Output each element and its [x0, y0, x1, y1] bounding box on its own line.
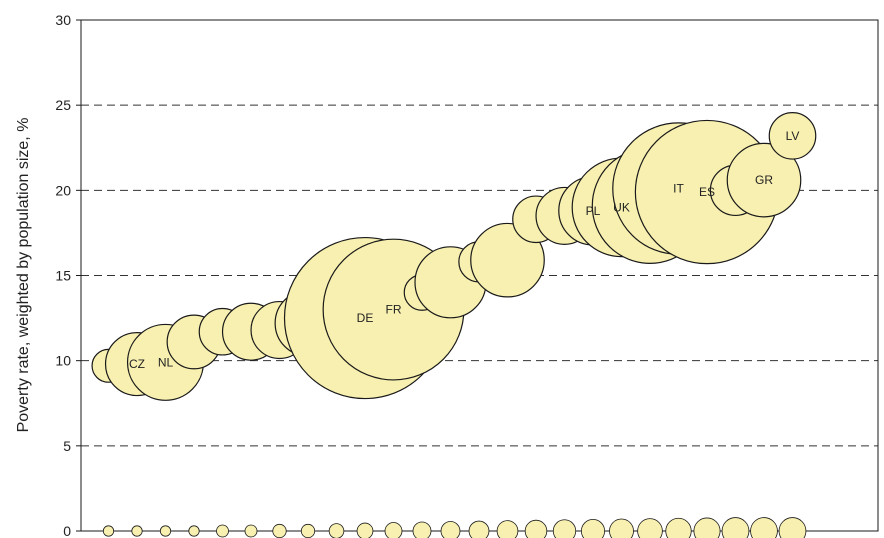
bubble-label-pl: PL — [586, 204, 601, 218]
bubble-label-fr: FR — [386, 303, 402, 317]
bubble-point — [412, 521, 432, 538]
y-tick-label: 10 — [55, 353, 71, 369]
y-tick-label: 0 — [63, 523, 71, 538]
bubble-point — [609, 518, 634, 538]
bubble-label-nl: NL — [158, 355, 174, 369]
bubble-label-layer: CZ NL DE FR PL UK IT ES GR LV — [129, 129, 799, 371]
bubble-label-es: ES — [699, 185, 715, 199]
y-tick-label: 25 — [55, 97, 71, 113]
bubble-label-uk: UK — [613, 200, 630, 214]
y-tick-label: 15 — [55, 268, 71, 284]
y-axis-label: Poverty rate, weighted by population siz… — [15, 118, 32, 433]
bubble-point — [750, 517, 778, 538]
y-tick-label: 20 — [55, 182, 71, 198]
bubble-label-cz: CZ — [129, 357, 145, 371]
bubble-point — [159, 525, 172, 537]
bubble-point — [721, 517, 750, 538]
bubble-gr — [726, 142, 802, 218]
bubble-lv — [768, 111, 817, 160]
bubble-layer — [91, 111, 817, 538]
bubble-point — [580, 518, 606, 538]
bubble-point — [188, 525, 200, 537]
bubble-point — [496, 520, 519, 538]
bubble-label-de: DE — [357, 311, 374, 325]
bubble-point — [102, 525, 115, 537]
bubble-point — [693, 517, 721, 538]
bubble-point — [637, 518, 663, 538]
bubble-point — [665, 517, 692, 538]
bubble-point — [778, 517, 807, 538]
y-axis-ticks: 0 5 10 15 20 25 30 — [55, 12, 81, 538]
bubble-label-gr: GR — [755, 173, 773, 187]
bubble-point — [244, 524, 258, 538]
bubble-label-it: IT — [673, 182, 684, 196]
y-tick-label: 30 — [55, 12, 71, 28]
bubble-point — [552, 519, 577, 538]
bubble-point — [356, 522, 374, 538]
y-tick-label: 5 — [63, 438, 71, 454]
bubble-point — [384, 522, 403, 538]
bubble-point — [470, 222, 545, 298]
bubble-point — [216, 524, 229, 538]
bubble-point — [524, 519, 548, 538]
bubble-point — [300, 523, 316, 538]
bubble-point — [328, 523, 345, 538]
bubble-label-lv: LV — [786, 129, 800, 143]
bubble-point — [272, 523, 287, 538]
bubble-point — [440, 521, 461, 538]
bubble-point — [131, 525, 143, 537]
bubble-point — [468, 520, 490, 538]
